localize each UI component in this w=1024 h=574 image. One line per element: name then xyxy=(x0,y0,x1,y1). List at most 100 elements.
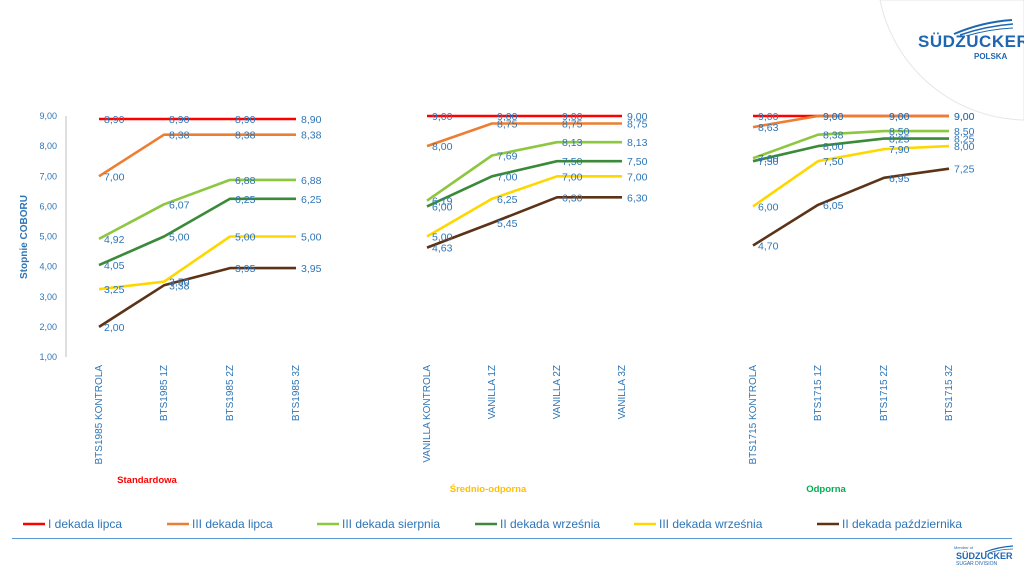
data-label: 7,00 xyxy=(104,171,125,183)
data-label: 8,75 xyxy=(627,119,648,131)
data-label: 8,00 xyxy=(954,141,975,153)
data-label: 3,38 xyxy=(169,280,190,292)
data-label: 8,75 xyxy=(562,119,583,131)
data-label: 4,63 xyxy=(432,243,453,255)
data-label: 3,50 xyxy=(169,277,190,289)
data-label: 7,00 xyxy=(627,171,648,183)
legend-label: III dekada sierpnia xyxy=(342,517,440,531)
data-label: 8,25 xyxy=(889,134,910,146)
data-label: 8,63 xyxy=(758,122,779,134)
footer-swoosh-icon xyxy=(984,545,1014,553)
data-label: 5,00 xyxy=(235,232,256,244)
data-label: 8,38 xyxy=(301,130,322,142)
footer-brand-name: SÜDZUCKER xyxy=(956,551,1013,561)
data-label: 7,50 xyxy=(823,156,844,168)
data-label: 9,00 xyxy=(497,111,518,123)
data-label: 8,50 xyxy=(954,126,975,138)
data-label: 2,00 xyxy=(104,322,125,334)
group-label: Standardowa xyxy=(117,475,177,486)
data-label: 3,25 xyxy=(104,284,125,296)
data-label: 8,13 xyxy=(627,137,648,149)
data-label: 3,95 xyxy=(235,263,256,275)
y-tick-label: 1,00 xyxy=(39,352,57,362)
data-label: 6,25 xyxy=(301,194,322,206)
data-label: 8,00 xyxy=(823,141,844,153)
brand-name: SÜDZUCKER xyxy=(918,32,1024,51)
data-label: 6,19 xyxy=(432,196,453,208)
x-category-label: BTS1985 3Z xyxy=(291,365,302,421)
data-label: 6,30 xyxy=(627,192,648,204)
data-label: 9,00 xyxy=(562,111,583,123)
group-label: Odporna xyxy=(806,484,846,495)
data-label: 6,00 xyxy=(758,201,779,213)
legend-label: I dekada lipca xyxy=(48,517,122,531)
x-category-label: VANILLA KONTROLA xyxy=(422,365,433,463)
series-line xyxy=(426,175,622,238)
data-label: 9,00 xyxy=(823,111,844,123)
series-group xyxy=(98,129,949,241)
y-tick-label: 8,00 xyxy=(39,141,57,151)
data-label: 8,25 xyxy=(954,134,975,146)
x-category-label: VANILLA 3Z xyxy=(617,365,628,419)
data-label: 8,13 xyxy=(562,137,583,149)
series-line xyxy=(98,235,296,291)
x-category-label: BTS1715 1Z xyxy=(813,365,824,421)
x-category-label: BTS1985 KONTROLA xyxy=(94,365,105,465)
data-label: 8,38 xyxy=(169,130,190,142)
data-label: 7,00 xyxy=(562,171,583,183)
legend: I dekada lipca III dekada lipca III dekada… xyxy=(23,517,962,531)
y-tick-label: 9,00 xyxy=(39,111,57,121)
data-label: 6,05 xyxy=(823,200,844,212)
data-label: 8,90 xyxy=(169,114,190,126)
corner-arc xyxy=(879,0,1024,121)
series-line xyxy=(752,137,949,163)
data-label: 8,90 xyxy=(235,114,256,126)
data-label: 3,95 xyxy=(301,263,322,275)
y-tick-label: 6,00 xyxy=(39,201,57,211)
series-line xyxy=(426,196,622,249)
series-group xyxy=(98,144,950,291)
data-label: 8,50 xyxy=(889,126,910,138)
brand-logo: SÜDZUCKER POLSKA xyxy=(912,18,1024,78)
x-category-label: VANILLA 1Z xyxy=(487,365,498,419)
series-line xyxy=(98,266,296,328)
y-tick-label: 4,00 xyxy=(39,262,57,272)
group-labels: Standardowa Średnio-odporna Odporna xyxy=(117,475,846,495)
x-category-label: BTS1715 KONTROLA xyxy=(748,365,759,465)
data-label: 9,00 xyxy=(889,111,910,123)
series-line xyxy=(98,197,296,267)
legend-label: III dekada września xyxy=(659,517,763,531)
data-label: 4,05 xyxy=(104,260,125,272)
series-group xyxy=(98,137,949,267)
legend-label: III dekada lipca xyxy=(192,517,273,531)
data-label: 9,00 xyxy=(823,111,844,123)
data-label: 6,25 xyxy=(497,194,518,206)
data-label: 6,07 xyxy=(169,199,190,211)
logo-swoosh-icon xyxy=(953,19,1014,36)
x-category-label: BTS1985 2Z xyxy=(225,365,236,421)
footer-brand-sub: SUGAR DIVISION xyxy=(956,561,998,567)
data-label: 7,00 xyxy=(497,171,518,183)
data-label: 6,30 xyxy=(562,192,583,204)
y-axis-title: Stopnie COBORU xyxy=(19,195,30,279)
series-line xyxy=(426,122,622,148)
data-label: 7,25 xyxy=(954,164,975,176)
data-label: 9,00 xyxy=(432,111,453,123)
data-label: 7,50 xyxy=(758,156,779,168)
x-category-label: VANILLA 2Z xyxy=(552,365,563,419)
data-label: 7,90 xyxy=(889,144,910,156)
data-label: 6,95 xyxy=(889,173,910,185)
data-label: 4,70 xyxy=(758,241,779,253)
y-tick-label: 2,00 xyxy=(39,322,57,332)
series-line xyxy=(752,114,949,129)
legend-label: II dekada października xyxy=(842,517,962,531)
y-tick-label: 3,00 xyxy=(39,292,57,302)
data-label: 6,88 xyxy=(301,175,322,187)
series-line xyxy=(426,159,622,208)
data-label: 7,50 xyxy=(627,156,648,168)
series-line xyxy=(752,144,950,208)
y-axis-ticks: 1,00 2,00 3,00 4,00 5,00 6,00 7,00 8,00 9,00 xyxy=(39,111,57,362)
data-label: 8,38 xyxy=(823,130,844,142)
series-group xyxy=(98,167,950,328)
